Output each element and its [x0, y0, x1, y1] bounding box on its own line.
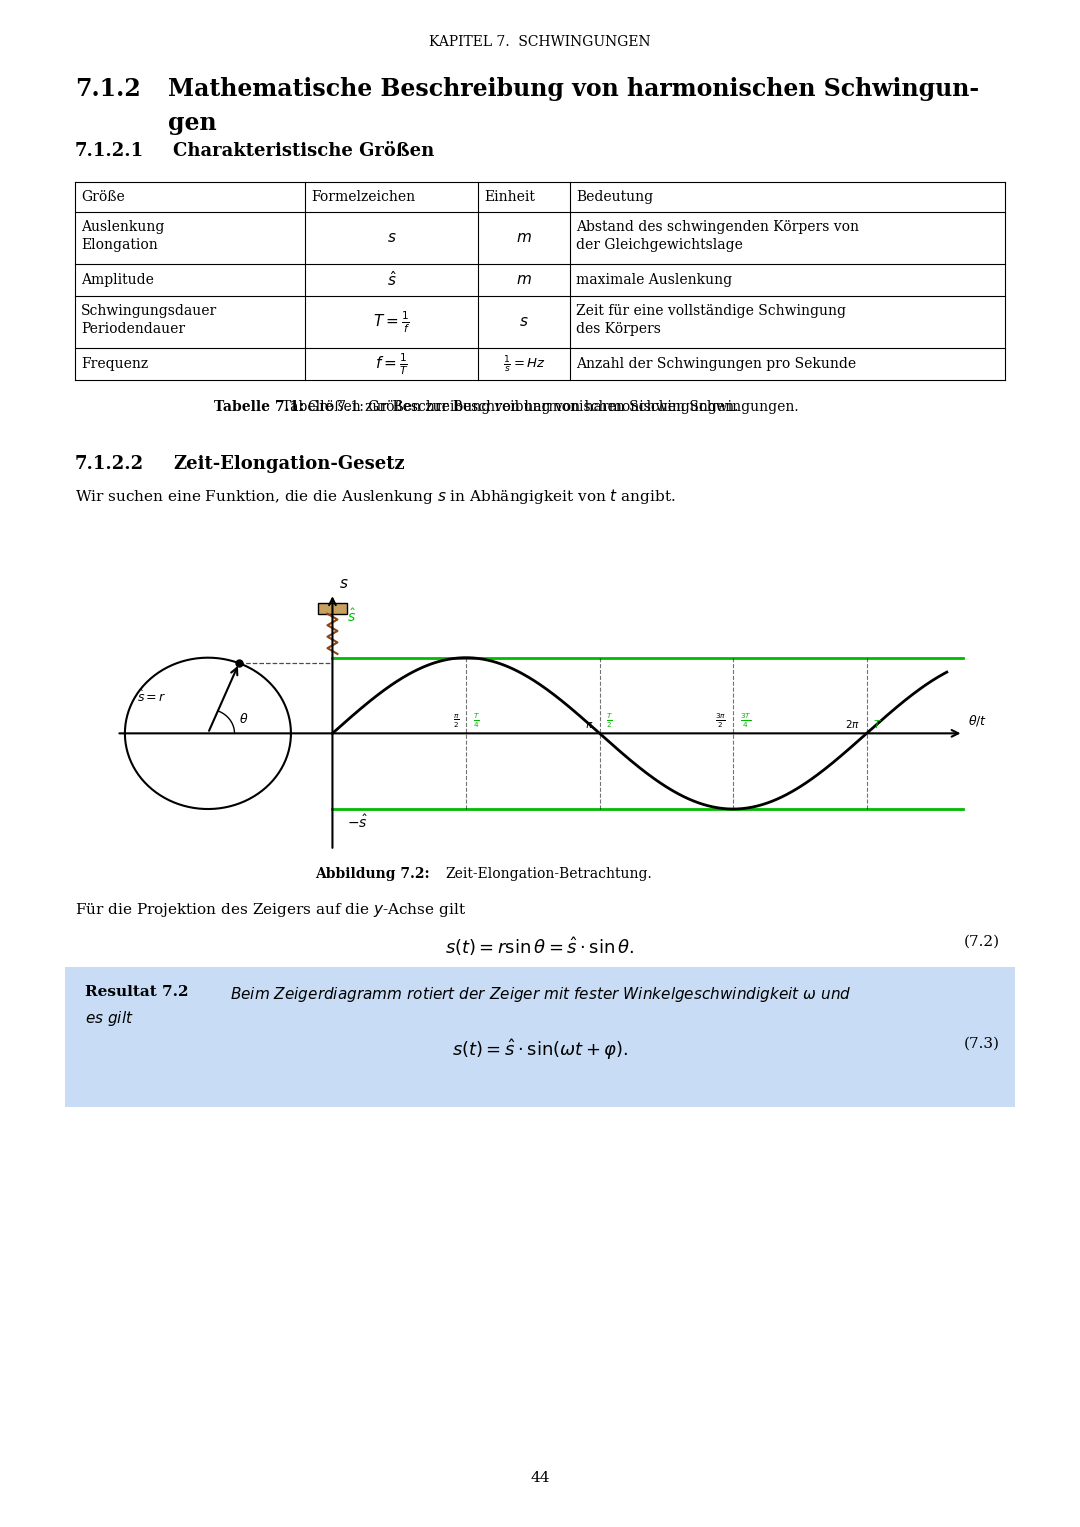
Text: $\frac{T}{2}$: $\frac{T}{2}$ [606, 712, 613, 730]
Text: Periodendauer: Periodendauer [81, 322, 185, 336]
Text: Resultat 7.2: Resultat 7.2 [85, 985, 189, 999]
Text: $\pi$: $\pi$ [584, 721, 593, 730]
Text: Mathematische Beschreibung von harmonischen Schwingun-: Mathematische Beschreibung von harmonisc… [168, 76, 980, 101]
Text: gen: gen [168, 111, 217, 134]
Text: $f = \frac{1}{T}$: $f = \frac{1}{T}$ [375, 351, 408, 377]
Text: Abstand des schwingenden Körpers von: Abstand des schwingenden Körpers von [576, 220, 859, 234]
Text: Auslenkung: Auslenkung [81, 220, 164, 234]
Text: $\theta$: $\theta$ [240, 712, 248, 725]
Text: $\mathit{es\ gilt}$: $\mathit{es\ gilt}$ [85, 1009, 134, 1028]
Text: $m$: $m$ [516, 231, 532, 244]
Text: der Gleichgewichtslage: der Gleichgewichtslage [576, 238, 743, 252]
Text: Abbildung 7.2:: Abbildung 7.2: [315, 867, 430, 881]
Text: Wir suchen eine Funktion, die die Auslenkung $s$ in Abhängigkeit von $t$ angibt.: Wir suchen eine Funktion, die die Auslen… [75, 487, 676, 505]
Text: Frequenz: Frequenz [81, 357, 148, 371]
Text: (7.3): (7.3) [964, 1037, 1000, 1051]
Text: maximale Auslenkung: maximale Auslenkung [576, 273, 732, 287]
Text: $s(t) = r\sin\theta = \hat{s} \cdot \sin\theta.$: $s(t) = r\sin\theta = \hat{s} \cdot \sin… [445, 935, 635, 957]
Text: $\frac{T}{4}$: $\frac{T}{4}$ [473, 712, 480, 730]
Text: $s$: $s$ [339, 577, 349, 591]
Text: $\hat{s}$: $\hat{s}$ [387, 270, 396, 290]
Text: $-\hat{s}$: $-\hat{s}$ [348, 814, 368, 831]
Text: Tabelle 7.1: Größen zur Beschreibung von harmonischen Schwingungen.: Tabelle 7.1: Größen zur Beschreibung von… [282, 400, 798, 414]
Text: Tabelle 7.1:: Tabelle 7.1: [214, 400, 303, 414]
Text: des Körpers: des Körpers [576, 322, 661, 336]
FancyBboxPatch shape [65, 967, 1015, 1107]
Text: $\theta/t$: $\theta/t$ [968, 713, 987, 728]
Text: $m$: $m$ [516, 273, 532, 287]
Text: 7.1.2: 7.1.2 [75, 76, 140, 101]
Text: $\mathit{Beim\ Zeigerdiagramm\ rotiert\ der\ Zeiger\ mit\ fester\ Winkelgeschwin: $\mathit{Beim\ Zeigerdiagramm\ rotiert\ … [230, 985, 851, 1003]
Text: Größen zur Beschreibung von harmonischen Schwingungen.: Größen zur Beschreibung von harmonischen… [308, 400, 739, 414]
Text: Anzahl der Schwingungen pro Sekunde: Anzahl der Schwingungen pro Sekunde [576, 357, 856, 371]
Text: (7.2): (7.2) [963, 935, 1000, 948]
Text: $s$: $s$ [387, 231, 396, 244]
Text: $s$: $s$ [519, 315, 529, 328]
Text: $\frac{3\pi}{2}$: $\frac{3\pi}{2}$ [715, 712, 727, 730]
Text: Für die Projektion des Zeigers auf die $y$-Achse gilt: Für die Projektion des Zeigers auf die $… [75, 901, 467, 919]
Text: 7.1.2.2: 7.1.2.2 [75, 455, 144, 473]
Text: KAPITEL 7.  SCHWINGUNGEN: KAPITEL 7. SCHWINGUNGEN [429, 35, 651, 49]
Text: Zeit-Elongation-Betrachtung.: Zeit-Elongation-Betrachtung. [445, 867, 651, 881]
Text: $\hat{s}=r$: $\hat{s}=r$ [137, 689, 166, 704]
Text: Zeit für eine vollständige Schwingung: Zeit für eine vollständige Schwingung [576, 304, 846, 318]
Text: Amplitude: Amplitude [81, 273, 153, 287]
Text: Bedeutung: Bedeutung [576, 189, 653, 205]
Text: $\hat{s}$: $\hat{s}$ [348, 608, 356, 625]
Text: $2\pi$: $2\pi$ [845, 718, 860, 730]
Text: Elongation: Elongation [81, 238, 158, 252]
Text: $\frac{1}{s} = Hz$: $\frac{1}{s} = Hz$ [502, 354, 545, 374]
Text: $\frac{\pi}{2}$: $\frac{\pi}{2}$ [453, 713, 459, 730]
Text: $T = \frac{1}{f}$: $T = \frac{1}{f}$ [373, 308, 410, 334]
Text: Einheit: Einheit [484, 189, 535, 205]
Text: Formelzeichen: Formelzeichen [311, 189, 415, 205]
Text: Größe: Größe [81, 189, 125, 205]
Text: Schwingungsdauer: Schwingungsdauer [81, 304, 217, 318]
Text: Charakteristische Größen: Charakteristische Größen [173, 142, 434, 160]
Text: $\frac{3T}{4}$: $\frac{3T}{4}$ [740, 712, 752, 730]
FancyBboxPatch shape [318, 603, 348, 614]
Text: $s(t) = \hat{s} \cdot \sin\!\left(\omega t + \varphi\right).$: $s(t) = \hat{s} \cdot \sin\!\left(\omega… [451, 1037, 629, 1061]
Text: Zeit-Elongation-Gesetz: Zeit-Elongation-Gesetz [173, 455, 405, 473]
Text: 44: 44 [530, 1471, 550, 1484]
Text: 7.1.2.1: 7.1.2.1 [75, 142, 144, 160]
Text: $T$: $T$ [874, 718, 882, 730]
